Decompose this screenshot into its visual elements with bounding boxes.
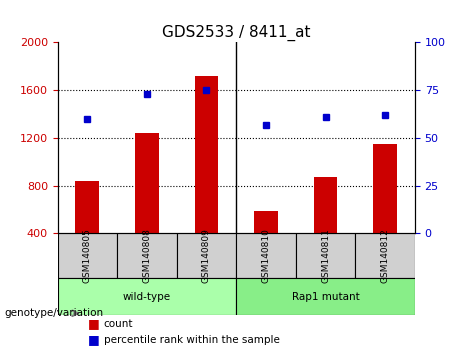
Bar: [373, 144, 397, 281]
FancyBboxPatch shape: [236, 278, 415, 315]
Text: GSM140805: GSM140805: [83, 228, 92, 283]
Bar: [76, 181, 99, 281]
Text: wild-type: wild-type: [123, 292, 171, 302]
Text: GSM140810: GSM140810: [261, 228, 271, 283]
Text: count: count: [104, 319, 133, 329]
FancyBboxPatch shape: [117, 233, 177, 278]
Text: GSM140808: GSM140808: [142, 228, 152, 283]
FancyBboxPatch shape: [296, 233, 355, 278]
Text: genotype/variation: genotype/variation: [5, 308, 104, 318]
Text: GSM140812: GSM140812: [381, 228, 390, 283]
Bar: [254, 211, 278, 281]
Text: ■: ■: [88, 318, 99, 330]
Text: ■: ■: [88, 333, 99, 346]
FancyBboxPatch shape: [177, 233, 236, 278]
Title: GDS2533 / 8411_at: GDS2533 / 8411_at: [162, 25, 311, 41]
FancyBboxPatch shape: [58, 233, 117, 278]
Bar: [313, 177, 337, 281]
FancyBboxPatch shape: [355, 233, 415, 278]
Text: GSM140811: GSM140811: [321, 228, 330, 283]
FancyBboxPatch shape: [236, 233, 296, 278]
Text: Rap1 mutant: Rap1 mutant: [292, 292, 360, 302]
Bar: [195, 76, 219, 281]
Bar: [135, 133, 159, 281]
Text: GSM140809: GSM140809: [202, 228, 211, 283]
FancyBboxPatch shape: [58, 278, 236, 315]
Text: percentile rank within the sample: percentile rank within the sample: [104, 335, 280, 345]
